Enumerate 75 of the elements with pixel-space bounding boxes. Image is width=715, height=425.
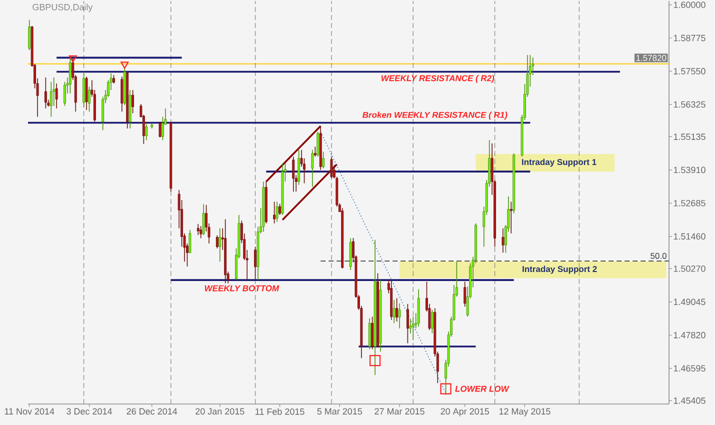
candlestick — [430, 309, 434, 334]
annotation: Broken WEEKLY RESISTANCE ( R1) — [362, 112, 508, 120]
candlestick — [50, 81, 52, 118]
candlestick — [202, 204, 205, 236]
candlestick — [88, 86, 90, 112]
candlestick — [200, 226, 202, 239]
y-tick-label: 1.47820 — [674, 332, 706, 338]
annotation: Intraday Support 1 — [522, 158, 596, 167]
candlestick — [316, 131, 320, 158]
candlestick — [278, 203, 282, 216]
x-tick-label: 20 Apr 2015 — [440, 408, 489, 416]
candlestick — [314, 146, 316, 158]
y-tick-label: 1.46595 — [674, 365, 706, 372]
candlestick — [406, 304, 409, 344]
candlestick — [322, 151, 325, 169]
point — [369, 355, 381, 366]
y-tick-label: 1.52685 — [674, 200, 706, 206]
candlestick — [298, 149, 300, 186]
ref-line-label: 1.57820 — [636, 54, 666, 61]
candlestick — [368, 318, 371, 350]
candlestick — [276, 201, 278, 222]
candlestick — [85, 76, 88, 110]
x-tick-label: 11 Feb 2015 — [256, 408, 304, 415]
x-tick-label: 11 Nov 2014 — [4, 408, 54, 415]
point — [120, 62, 129, 69]
candlestick — [502, 228, 504, 254]
y-tick-label: 1.50270 — [674, 265, 706, 272]
candlestick — [196, 224, 200, 236]
annotation: WEEKLY BOTTOM — [204, 285, 280, 292]
candlestick — [371, 316, 374, 350]
x-tick-label: 12 May 2015 — [499, 408, 550, 416]
x-tick-label: 5 Mar 2015 — [317, 408, 362, 415]
x-tick-label: 3 Dec 2014 — [66, 408, 112, 415]
y-tick-label: 1.57550 — [674, 68, 706, 74]
point — [68, 55, 77, 62]
candlestick — [398, 302, 401, 329]
candlestick — [311, 149, 314, 188]
candlestick — [510, 201, 512, 234]
y-tick-label: 1.49045 — [674, 298, 706, 306]
candlestick — [464, 281, 466, 308]
candlestick — [68, 56, 72, 94]
annotation: WEEKLY RESISTANCE ( R2) — [382, 74, 494, 83]
candlestick — [28, 20, 31, 50]
x-tick-label: 20 Jan 2015 — [196, 408, 244, 415]
candlestick — [145, 124, 148, 141]
y-tick-label: 1.55135 — [674, 134, 706, 140]
candlestick — [412, 316, 414, 340]
x-tick-label: 27 Mar 2015 — [374, 408, 424, 415]
y-tick-label: 1.56325 — [674, 101, 706, 108]
candlestick — [396, 298, 398, 322]
chart-title: GBPUSD,Daily — [32, 4, 93, 12]
annotation: 50.0 — [650, 252, 666, 259]
candlestick — [273, 201, 276, 224]
candlestick — [330, 156, 333, 179]
candlestick — [132, 90, 134, 114]
annotation: LOWER LOW — [455, 386, 510, 392]
candlestick — [292, 156, 295, 192]
candlestick — [120, 76, 124, 112]
y-tick-label: 1.53910 — [674, 166, 706, 174]
y-tick-label: 1.45405 — [674, 397, 706, 404]
candlestick — [254, 246, 257, 280]
candlestick — [392, 299, 396, 324]
candlestick — [158, 121, 162, 138]
candlestick — [64, 81, 66, 106]
x-tick-label: 26 Dec 2014 — [126, 408, 178, 415]
annotation: Intraday Support 2 — [522, 266, 597, 274]
point — [440, 383, 452, 394]
y-tick-label: 1.58775 — [674, 34, 706, 42]
candlestick — [55, 83, 58, 109]
y-tick-label: 1.51460 — [674, 233, 706, 240]
y-tick-label: 1.60000 — [674, 2, 706, 8]
candlestick — [216, 234, 218, 249]
candlestick — [218, 228, 222, 262]
candlestick — [44, 77, 47, 109]
candlestick — [188, 229, 192, 254]
